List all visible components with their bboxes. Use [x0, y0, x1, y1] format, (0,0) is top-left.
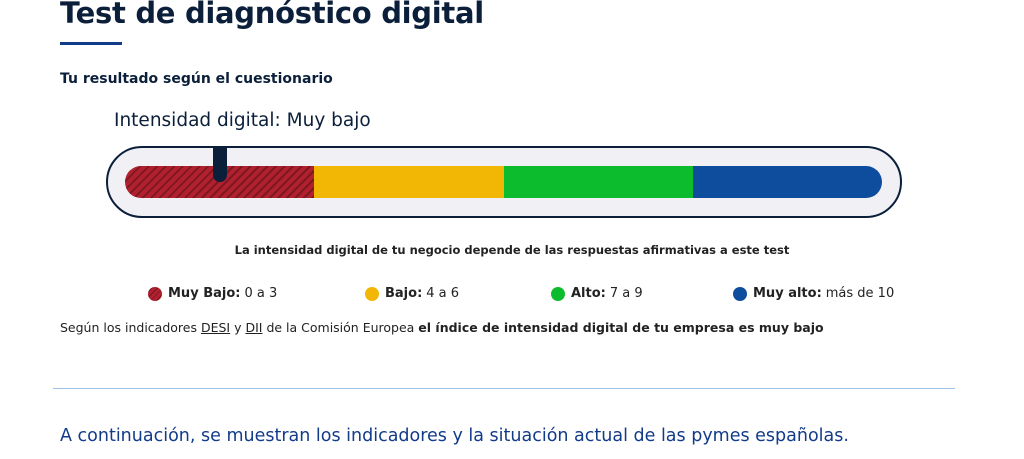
dii-link[interactable]: DII — [245, 320, 263, 335]
legend-label: Bajo: — [385, 286, 423, 301]
legend-item-muy-alto: Muy alto: más de 10 — [733, 286, 894, 301]
legend-dot-icon — [733, 286, 747, 301]
indicators-text: Según los indicadores DESI y DII de la C… — [60, 320, 824, 335]
legend-dot-icon — [148, 286, 162, 301]
result-subtitle: Tu resultado según el cuestionario — [60, 71, 333, 87]
desi-link[interactable]: DESI — [200, 320, 231, 335]
intensity-gauge — [125, 166, 882, 198]
title-underline — [60, 42, 122, 45]
gauge-marker — [212, 147, 227, 182]
legend-dot-icon — [365, 286, 379, 301]
gauge-segment-muy-alto — [692, 166, 882, 198]
legend-item-bajo: Bajo: 4 a 6 — [365, 286, 459, 301]
gauge-segment-alto — [503, 166, 693, 198]
intensity-label: Intensidad digital: Muy bajo — [114, 110, 371, 131]
gauge-segment-bajo — [314, 166, 504, 198]
section-divider — [53, 388, 955, 389]
indicators-prefix: Según los indicadores — [60, 320, 201, 335]
legend-label: Muy alto: — [753, 286, 822, 301]
page-title: Test de diagnóstico digital — [60, 0, 484, 30]
legend-label: Alto: — [571, 286, 606, 301]
section-intro: A continuación, se muestran los indicado… — [60, 426, 849, 446]
legend-item-alto: Alto: 7 a 9 — [551, 286, 643, 301]
legend-dot-icon — [551, 286, 565, 301]
indicators-conclusion: el índice de intensidad digital de tu em… — [418, 320, 824, 335]
legend-item-muy-bajo: Muy Bajo: 0 a 3 — [148, 286, 277, 301]
legend-label: Muy Bajo: — [168, 286, 241, 301]
legend-range: 4 a 6 — [426, 286, 460, 301]
indicators-middle: de la Comisión Europea — [262, 320, 419, 335]
legend-range: más de 10 — [825, 286, 895, 301]
gauge-note: La intensidad digital de tu negocio depe… — [234, 243, 790, 257]
legend-range: 7 a 9 — [609, 286, 643, 301]
legend-range: 0 a 3 — [244, 286, 278, 301]
indicators-connector: y — [230, 320, 246, 335]
